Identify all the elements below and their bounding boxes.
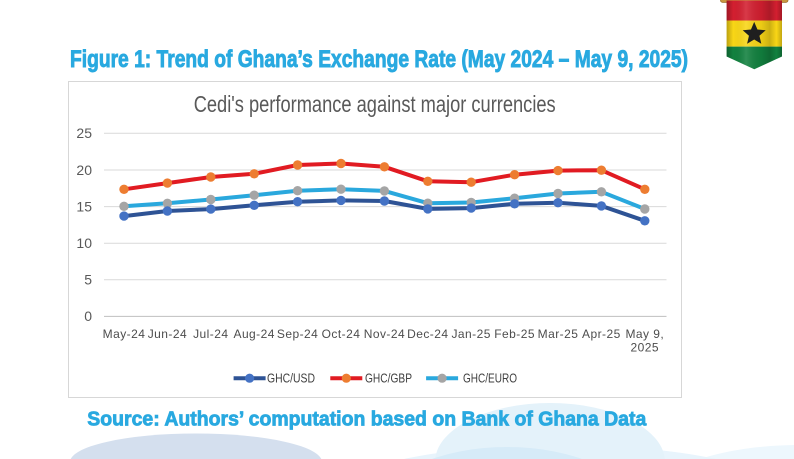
svg-text:Jun-24: Jun-24 <box>148 327 187 341</box>
svg-text:GHC/USD: GHC/USD <box>267 372 315 386</box>
svg-text:Sep-24: Sep-24 <box>277 327 318 341</box>
svg-text:15: 15 <box>76 198 92 214</box>
svg-text:2025: 2025 <box>631 341 660 355</box>
svg-text:25: 25 <box>76 125 92 141</box>
svg-text:Aug-24: Aug-24 <box>233 327 274 341</box>
svg-text:Cedi's performance against maj: Cedi's performance against major currenc… <box>194 91 556 117</box>
svg-text:10: 10 <box>76 235 92 251</box>
svg-text:May-24: May-24 <box>103 327 146 341</box>
svg-text:GHC/EURO: GHC/EURO <box>463 372 517 386</box>
svg-text:5: 5 <box>84 272 92 288</box>
svg-text:Mar-25: Mar-25 <box>538 327 579 341</box>
svg-text:Dec-24: Dec-24 <box>407 327 448 341</box>
svg-text:Oct-24: Oct-24 <box>322 327 361 341</box>
svg-text:May 9,: May 9, <box>625 327 664 341</box>
svg-text:Figure 1: Trend of Ghana’s Exc: Figure 1: Trend of Ghana’s Exchange Rate… <box>70 46 688 73</box>
svg-text:20: 20 <box>76 162 92 178</box>
svg-text:Jan-25: Jan-25 <box>451 327 490 341</box>
svg-text:Nov-24: Nov-24 <box>364 327 405 341</box>
svg-text:Feb-25: Feb-25 <box>494 327 535 341</box>
svg-text:Jul-24: Jul-24 <box>193 327 228 341</box>
svg-text:Source: Authors’ computation b: Source: Authors’ computation based on Ba… <box>87 409 647 431</box>
svg-text:GHC/GBP: GHC/GBP <box>365 372 412 386</box>
svg-text:Apr-25: Apr-25 <box>582 327 621 341</box>
svg-text:0: 0 <box>84 308 92 324</box>
